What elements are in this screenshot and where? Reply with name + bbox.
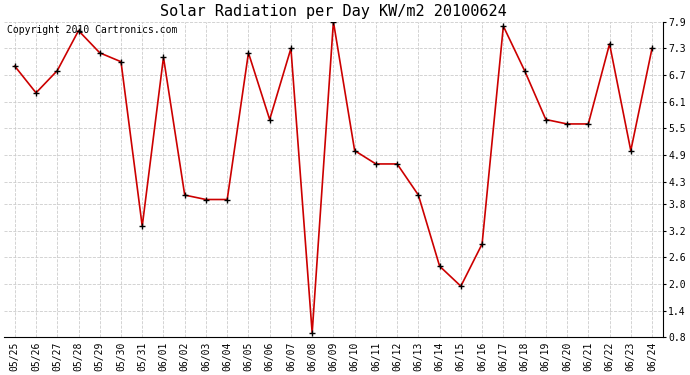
Text: Copyright 2010 Cartronics.com: Copyright 2010 Cartronics.com	[8, 25, 178, 35]
Title: Solar Radiation per Day KW/m2 20100624: Solar Radiation per Day KW/m2 20100624	[160, 4, 506, 19]
